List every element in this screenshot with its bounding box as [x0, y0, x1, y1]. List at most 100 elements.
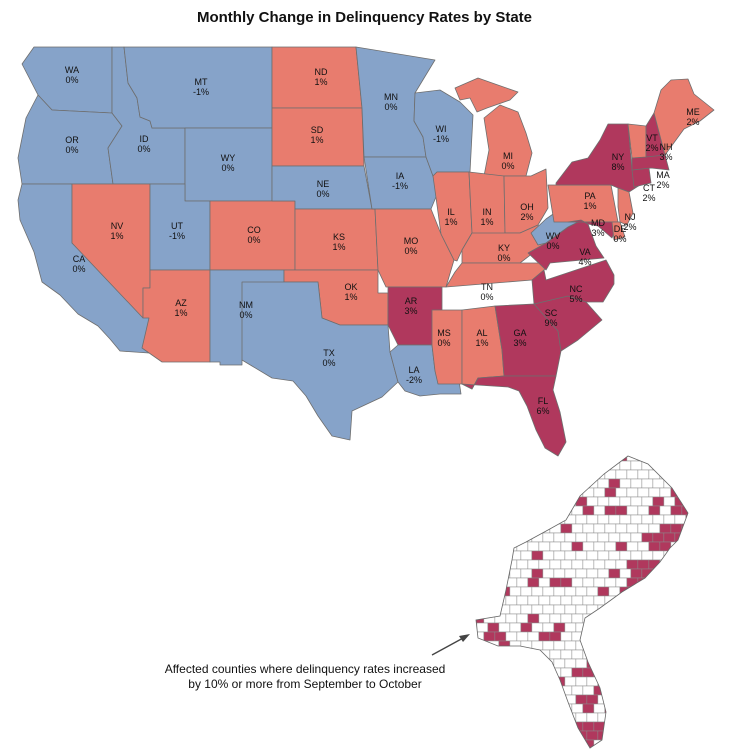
- county-cell: [674, 478, 687, 489]
- county-cell: [549, 523, 562, 534]
- county-cell: [708, 749, 719, 755]
- state-value-label-me: 2%: [686, 117, 699, 127]
- county-cell: [564, 622, 577, 633]
- county-cell: [520, 496, 533, 507]
- county-cell: [538, 703, 551, 714]
- county-cell: [659, 456, 672, 462]
- county-cell: [494, 505, 507, 516]
- county-cell: [608, 550, 621, 561]
- county-cell: [494, 456, 507, 462]
- county-cell: [575, 640, 588, 651]
- state-code-label-il: IL: [447, 207, 455, 217]
- county-cell: [586, 514, 599, 525]
- county-cell: [708, 677, 719, 686]
- state-me: [653, 78, 715, 156]
- county-cell: [516, 469, 529, 480]
- county-cell: [641, 712, 654, 723]
- county-cell: [560, 667, 573, 678]
- county-cell: [641, 532, 654, 543]
- county-cell: [476, 685, 485, 696]
- county-cell: [663, 640, 676, 651]
- county-cell: [615, 667, 628, 678]
- county-cell: [619, 676, 632, 687]
- county-cell: [483, 685, 496, 696]
- county-cell: [553, 604, 566, 615]
- county-cell: [538, 667, 551, 678]
- county-cell: [641, 478, 654, 489]
- county-cell: [685, 604, 688, 615]
- county-cell: [685, 532, 688, 543]
- county-cell: [648, 703, 661, 714]
- county-cell: [685, 712, 688, 723]
- county-cell: [564, 478, 577, 489]
- county-cell: [582, 487, 595, 498]
- county-cell: [564, 640, 577, 651]
- county-cell: [615, 523, 628, 534]
- county-cell: [604, 577, 617, 588]
- county-cell: [663, 532, 676, 543]
- county-cell: [527, 739, 540, 748]
- county-cell: [693, 596, 704, 605]
- county-cell: [693, 632, 704, 641]
- county-cell: [527, 487, 540, 498]
- county-cell: [494, 523, 507, 534]
- county-cell: [659, 577, 672, 588]
- county-cell: [498, 532, 511, 543]
- state-labels-layer: WA0%OR0%CA0%ID0%NV1%MT-1%WY0%UT-1%AZ1%CO…: [65, 65, 700, 416]
- county-cell: [719, 515, 729, 524]
- county-cell: [708, 641, 719, 650]
- state-value-label-ut: -1%: [169, 231, 185, 241]
- county-cell: [560, 613, 573, 624]
- county-cell: [659, 667, 672, 678]
- county-cell: [476, 712, 489, 723]
- county-cell: [494, 541, 507, 552]
- county-cell: [494, 739, 507, 748]
- county-cell: [670, 559, 683, 570]
- county-cell: [619, 622, 632, 633]
- county-cell: [571, 685, 584, 696]
- county-cell: [498, 586, 511, 597]
- state-code-label-sd: SD: [311, 125, 324, 135]
- county-cell: [704, 668, 715, 677]
- county-cell: [630, 676, 643, 687]
- county-cell: [498, 568, 511, 579]
- county-cell: [615, 541, 628, 552]
- county-cell: [663, 514, 676, 525]
- county-cell: [670, 456, 683, 462]
- state-code-label-ky: KY: [498, 243, 510, 253]
- county-cell: [510, 749, 521, 755]
- county-cell: [549, 595, 562, 606]
- county-cell: [575, 550, 588, 561]
- county-cell: [708, 515, 719, 524]
- county-cell: [674, 550, 687, 561]
- county-cell: [641, 586, 654, 597]
- county-cell: [659, 595, 672, 606]
- county-cell: [553, 532, 566, 543]
- county-cell: [619, 550, 632, 561]
- county-cell: [564, 694, 577, 705]
- county-cell: [674, 676, 687, 687]
- county-cell: [708, 569, 719, 578]
- county-cell: [719, 605, 729, 614]
- state-mi: [483, 104, 533, 177]
- county-cell: [527, 595, 540, 606]
- county-cell: [715, 578, 726, 587]
- county-cell: [549, 487, 562, 498]
- county-cell: [626, 559, 639, 570]
- county-cell: [697, 569, 708, 578]
- county-cell: [571, 469, 584, 480]
- county-cell: [697, 731, 708, 740]
- county-cell: [659, 703, 672, 714]
- county-cell: [498, 550, 511, 561]
- county-cell: [593, 559, 606, 570]
- county-cell: [505, 469, 518, 480]
- county-cell: [549, 469, 562, 480]
- county-cell: [505, 487, 518, 498]
- county-cell: [637, 613, 650, 624]
- county-cell: [704, 632, 715, 641]
- county-cell: [719, 731, 729, 740]
- county-cell: [697, 677, 708, 686]
- county-cell: [476, 667, 485, 678]
- county-cell: [642, 749, 653, 755]
